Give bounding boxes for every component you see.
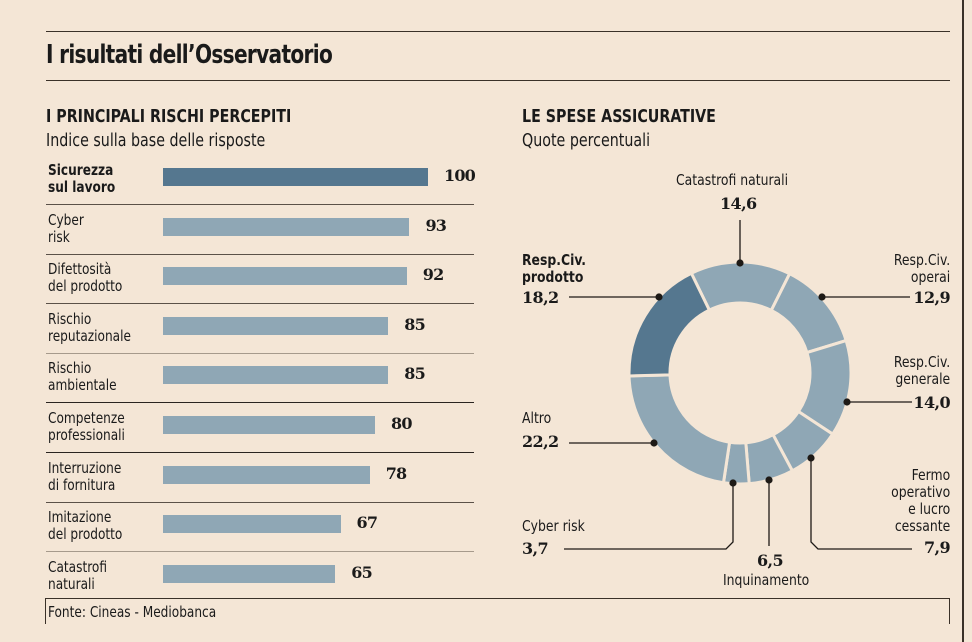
right-chart-title: LE SPESE ASSICURATIVE [522, 106, 716, 127]
title-rule [46, 80, 950, 81]
value-fermo-operativo: 7,9 [923, 538, 951, 557]
leader-dot [843, 398, 851, 406]
top-rule [46, 31, 950, 32]
bar-category-label: Interruzione di fornitura [48, 458, 122, 494]
bar [163, 515, 341, 534]
bar-category-label: Competenze professionali [48, 409, 125, 444]
value-rc-generale: 14,0 [913, 393, 950, 412]
bar [163, 316, 389, 335]
bar-category-label: Imitazione del prodotto [48, 508, 123, 544]
left-chart-subtitle: Indice sulla base delle risposte [46, 130, 266, 151]
bar-row: Rischio reputazionale 85 [46, 305, 474, 354]
donut-slice [627, 271, 712, 378]
bar-row: Competenze professionali 80 [46, 404, 474, 453]
leader-dot [818, 293, 826, 301]
page-title: I risultati dell’Osservatorio [46, 40, 333, 70]
label-rc-operai: Resp.Civ. operai [893, 251, 950, 286]
bar-category-label: Sicurezza sul lavoro [48, 161, 116, 196]
bar [163, 416, 375, 434]
row-separator [46, 501, 474, 503]
value-cyber-risk: 3,7 [522, 539, 549, 558]
leader-line [810, 458, 912, 550]
row-separator [46, 204, 474, 205]
label-catastrofi-naturali: Catastrofi naturali [676, 171, 789, 189]
value-inquinamento: 6,5 [757, 551, 784, 570]
bar-row: Cyber risk 93 [46, 206, 474, 255]
bar-row: Difettosità del prodotto 92 [46, 255, 474, 305]
bar-value-label: 92 [422, 265, 444, 285]
bar-value-label: 67 [356, 513, 378, 533]
bar-category-label: Difettosità del prodotto [48, 260, 123, 296]
bar-row: Imitazione del prodotto 67 [46, 503, 474, 553]
row-separator [46, 303, 474, 305]
bar [163, 465, 370, 484]
leader-dot [729, 479, 737, 487]
leader-dot [655, 293, 663, 301]
bar-value-label: 85 [404, 364, 425, 384]
bar-value-label: 80 [391, 414, 412, 433]
bar [163, 168, 428, 186]
leader-dot [765, 476, 773, 484]
bar-value-label: 85 [404, 314, 425, 334]
value-rc-prodotto: 18,2 [522, 288, 559, 307]
bar [163, 217, 410, 236]
footer-left-tick [45, 598, 46, 624]
left-chart-title: I PRINCIPALI RISCHI PERCEPITI [46, 106, 292, 127]
value-catastrofi-naturali: 14,6 [720, 194, 757, 213]
bar-row: Catastrofi naturali 65 [46, 553, 474, 602]
value-altro: 22,2 [522, 432, 559, 451]
leader-dot [807, 454, 815, 462]
row-separator [46, 551, 474, 553]
row-separator [46, 452, 474, 453]
footer-rule [46, 598, 950, 599]
bar-row: Rischio ambientale 85 [46, 354, 474, 404]
donut-slice [769, 271, 849, 355]
bar-category-label: Cyber risk [48, 210, 84, 246]
bar [163, 267, 407, 286]
bar-category-label: Rischio reputazionale [48, 309, 131, 345]
row-separator [46, 253, 474, 255]
page-right-border [962, 0, 964, 642]
bar-value-label: 78 [385, 463, 407, 483]
bar-value-label: 93 [425, 215, 447, 235]
value-rc-operai: 12,9 [913, 288, 950, 307]
label-rc-prodotto: Resp.Civ. prodotto [522, 251, 587, 286]
label-inquinamento: Inquinamento [723, 571, 810, 589]
leader-dot [650, 439, 658, 447]
bar-value-label: 65 [351, 562, 372, 582]
bar-category-label: Rischio ambientale [48, 359, 117, 395]
bar [163, 366, 389, 385]
bar-row: Interruzione di fornitura 78 [46, 454, 474, 503]
footer-right-tick [949, 598, 950, 624]
label-altro: Altro [522, 409, 552, 427]
row-separator [46, 352, 474, 354]
label-cyber-risk: Cyber risk [522, 517, 585, 535]
source-note: Fonte: Cineas - Mediobanca [48, 603, 217, 621]
label-fermo-operativo: Fermo operativo e lucro cessante [890, 466, 950, 535]
bar [163, 564, 336, 583]
row-separator [46, 402, 474, 404]
donut-slice [627, 373, 732, 485]
bar-value-label: 100 [444, 166, 476, 185]
right-chart-subtitle: Quote percentuali [522, 130, 651, 151]
label-rc-generale: Resp.Civ. generale [893, 353, 950, 388]
leader-line [564, 483, 734, 550]
leader-dot [736, 259, 744, 267]
bar-category-label: Catastrofi naturali [48, 557, 107, 593]
bar-row: Sicurezza sul lavoro 100 [46, 156, 476, 205]
